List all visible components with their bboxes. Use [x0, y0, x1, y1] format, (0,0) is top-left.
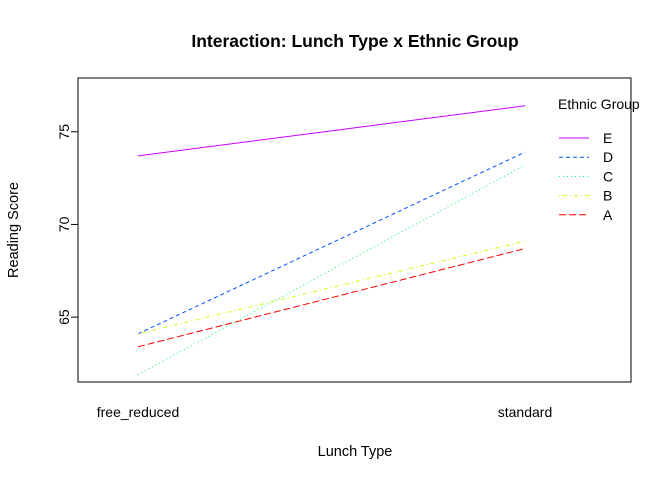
y-tick-label: 75	[56, 124, 72, 140]
legend-title: Ethnic Group	[558, 96, 640, 112]
y-axis: 65 70 75	[56, 124, 79, 325]
series-line-b	[137, 240, 526, 335]
legend-label-d: D	[603, 149, 613, 165]
x-axis: free_reduced standard	[97, 404, 553, 420]
series-line-e	[137, 105, 526, 157]
x-tick-label: free_reduced	[97, 404, 180, 420]
legend-label-a: A	[603, 207, 613, 223]
legend-label-c: C	[603, 168, 613, 184]
series-line-a	[137, 248, 526, 348]
legend-label-e: E	[603, 130, 612, 146]
y-tick-label: 70	[56, 216, 72, 232]
series-line-d	[137, 151, 526, 335]
chart-title: Interaction: Lunch Type x Ethnic Group	[191, 31, 518, 51]
y-tick-label: 65	[56, 309, 72, 325]
plot-area-frame	[77, 77, 632, 383]
x-tick-label: standard	[498, 404, 552, 420]
y-axis-label: Reading Score	[6, 182, 22, 278]
x-axis-label: Lunch Type	[318, 444, 393, 460]
legend-label-b: B	[603, 188, 612, 204]
series-line-c	[137, 164, 526, 376]
series-lines	[137, 105, 526, 376]
